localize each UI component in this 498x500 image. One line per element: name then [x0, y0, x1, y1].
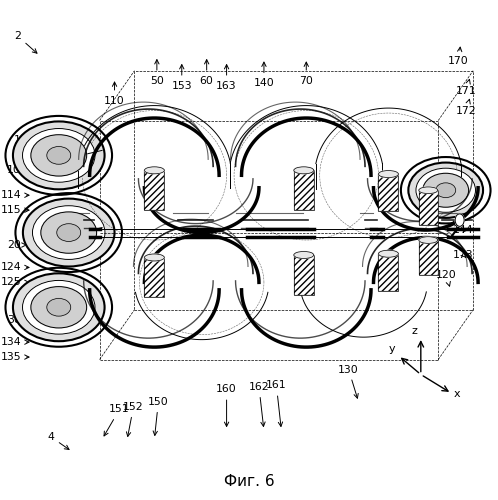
Ellipse shape: [13, 122, 105, 190]
Text: 135: 135: [0, 352, 29, 362]
Ellipse shape: [23, 198, 115, 266]
Ellipse shape: [41, 212, 97, 253]
Ellipse shape: [47, 298, 71, 316]
Text: 172: 172: [456, 100, 476, 116]
Ellipse shape: [455, 214, 464, 226]
Text: 173: 173: [453, 250, 474, 260]
Text: 50: 50: [150, 60, 164, 86]
Ellipse shape: [294, 167, 314, 174]
Text: 171: 171: [456, 80, 476, 96]
Ellipse shape: [419, 187, 438, 194]
Ellipse shape: [416, 168, 476, 212]
Ellipse shape: [57, 224, 81, 242]
Bar: [294, 170, 314, 210]
Bar: [378, 174, 398, 212]
Text: 10: 10: [7, 166, 32, 175]
Bar: [378, 254, 398, 291]
Ellipse shape: [294, 252, 314, 258]
Text: 110: 110: [104, 82, 125, 106]
Text: 151: 151: [104, 404, 130, 436]
Text: z: z: [412, 326, 418, 336]
Text: 120: 120: [436, 270, 457, 286]
Text: 2: 2: [14, 31, 37, 53]
Bar: [294, 255, 314, 295]
Ellipse shape: [378, 250, 398, 257]
Text: x: x: [453, 390, 460, 400]
Ellipse shape: [22, 280, 95, 334]
Text: Фиг. 6: Фиг. 6: [224, 474, 274, 489]
Text: 163: 163: [216, 64, 237, 90]
Bar: [144, 258, 164, 298]
Text: 20: 20: [7, 240, 26, 250]
Bar: [294, 170, 314, 210]
Text: y: y: [388, 344, 395, 353]
Bar: [144, 170, 164, 210]
Text: 170: 170: [448, 47, 469, 66]
Text: 161: 161: [266, 380, 287, 426]
Bar: [378, 174, 398, 212]
Ellipse shape: [144, 167, 164, 174]
Text: 125: 125: [0, 278, 29, 287]
Text: 114: 114: [0, 190, 29, 200]
Bar: [144, 170, 164, 210]
Ellipse shape: [13, 274, 105, 341]
Bar: [419, 240, 438, 275]
Ellipse shape: [22, 128, 95, 182]
Text: 144: 144: [453, 225, 474, 235]
Ellipse shape: [408, 162, 483, 218]
Ellipse shape: [144, 254, 164, 261]
Bar: [419, 240, 438, 275]
Text: 40: 40: [453, 205, 467, 215]
Text: 60: 60: [200, 60, 214, 86]
Text: 134: 134: [0, 337, 29, 347]
Text: 130: 130: [338, 364, 359, 398]
Ellipse shape: [423, 174, 469, 207]
Bar: [419, 190, 438, 225]
Ellipse shape: [32, 206, 105, 260]
Text: 152: 152: [123, 402, 144, 436]
Text: 150: 150: [148, 397, 169, 436]
Bar: [294, 255, 314, 295]
Bar: [378, 254, 398, 291]
Bar: [419, 190, 438, 225]
Text: 160: 160: [216, 384, 237, 426]
Ellipse shape: [378, 170, 398, 177]
Ellipse shape: [436, 183, 456, 198]
Text: 115: 115: [0, 205, 29, 215]
Ellipse shape: [31, 286, 87, 328]
Ellipse shape: [31, 134, 87, 176]
Ellipse shape: [419, 236, 438, 244]
Text: 70: 70: [299, 62, 313, 86]
Text: 162: 162: [249, 382, 269, 426]
Ellipse shape: [47, 146, 71, 164]
Text: 1: 1: [14, 136, 26, 145]
Text: 140: 140: [253, 62, 274, 88]
Text: 124: 124: [0, 262, 29, 272]
Text: 4: 4: [47, 432, 69, 450]
Text: 30: 30: [7, 314, 26, 324]
Text: 153: 153: [171, 64, 192, 90]
Bar: [144, 258, 164, 298]
